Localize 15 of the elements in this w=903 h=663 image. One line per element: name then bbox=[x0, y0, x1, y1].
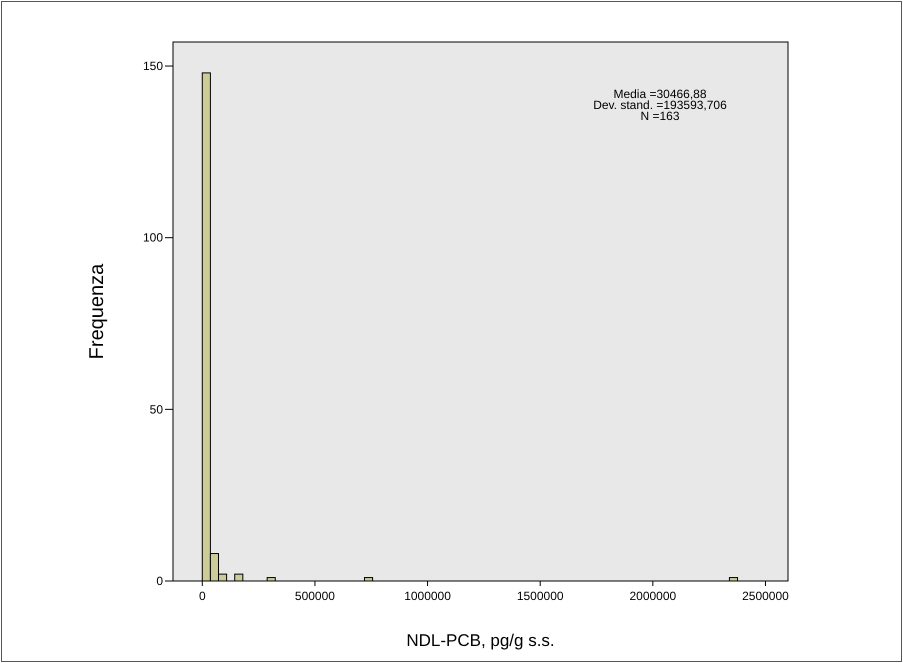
x-tick-label: 2500000 bbox=[742, 589, 790, 603]
y-tick-label: 150 bbox=[142, 59, 164, 74]
annotation: Media =30466,88 bbox=[613, 87, 707, 101]
x-tick-label: 1000000 bbox=[404, 589, 452, 603]
annotation: N =163 bbox=[640, 109, 680, 123]
annotation: Dev. stand. =193593,706 bbox=[593, 98, 728, 112]
x-axis-title: NDL-PCB, pg/g s.s. bbox=[406, 631, 555, 650]
y-axis-title: Frequenza bbox=[86, 262, 108, 360]
x-tick-label: 1500000 bbox=[516, 589, 564, 603]
x-tick-label: 0 bbox=[198, 589, 206, 603]
x-tick-label: 500000 bbox=[294, 589, 336, 603]
y-tick-label: 0 bbox=[156, 574, 164, 588]
y-tick-label: 100 bbox=[142, 230, 164, 245]
y-tick-label: 50 bbox=[150, 402, 164, 416]
x-tick-label: 2000000 bbox=[629, 589, 677, 603]
